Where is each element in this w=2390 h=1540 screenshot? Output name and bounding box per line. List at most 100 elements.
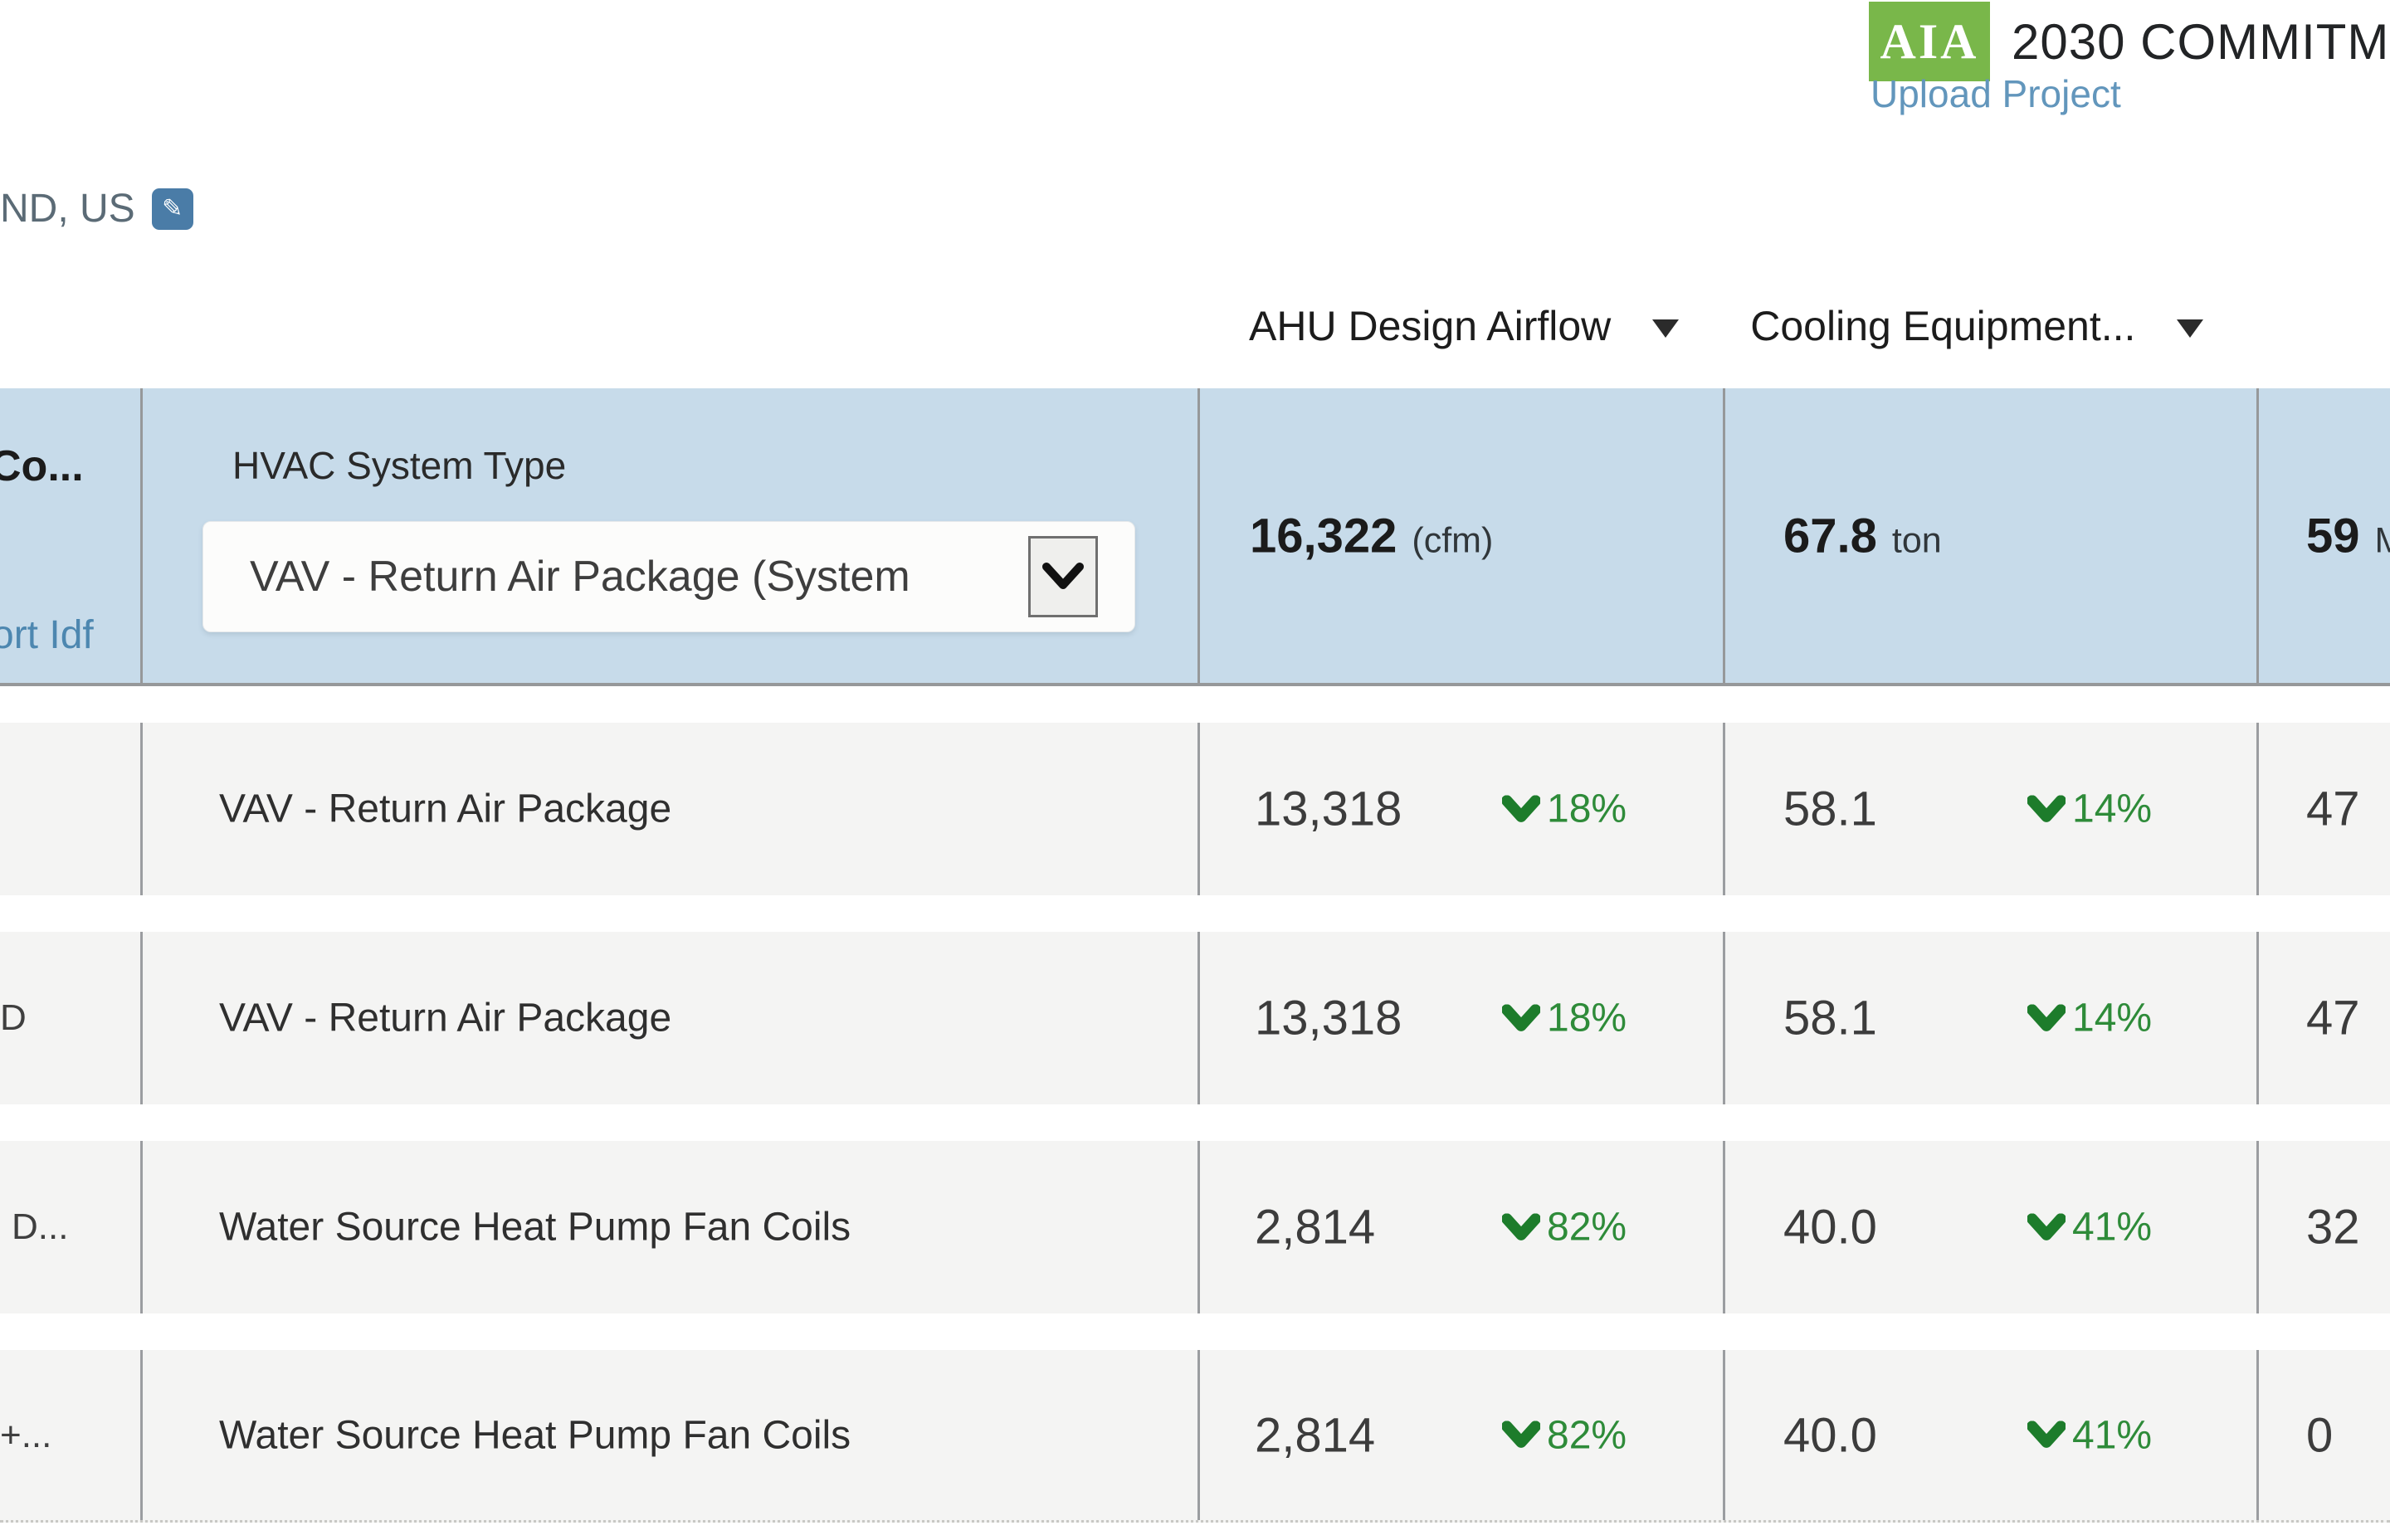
table-row[interactable]: +... Water Source Heat Pump Fan Coils 2,… [0, 1350, 2390, 1523]
heating-cell: 47 [2259, 932, 2390, 1104]
metric-dropdown-airflow[interactable]: AHU Design Airflow [1249, 302, 1680, 350]
row-label: D [0, 997, 27, 1038]
cooling-unit: ton [1891, 520, 1942, 560]
airflow-cell: 2,814 82% [1200, 1141, 1725, 1313]
airflow-value: 2,814 [1255, 1200, 1376, 1255]
system-type-cell: VAV - Return Air Package [143, 932, 1200, 1104]
delta-down-icon [2027, 1421, 2066, 1448]
brand-header: AIA 2030 COMMITMENT [1869, 2, 2390, 81]
edit-pencil-icon[interactable]: ✎ [151, 188, 193, 230]
delta-down-icon [1502, 1421, 1540, 1448]
cooling-value: 40.0 [1783, 1408, 1877, 1462]
upload-project-link[interactable]: Upload Project [1871, 72, 2121, 115]
airflow-delta: 82% [1502, 1412, 1627, 1458]
airflow-cell: 13,318 18% [1200, 932, 1725, 1104]
cooling-delta: 41% [2027, 1205, 2152, 1250]
selected-option-text: VAV - Return Air Package (System [250, 553, 910, 601]
cooling-value: 40.0 [1783, 1200, 1877, 1255]
cooling-delta: 41% [2027, 1412, 2152, 1458]
chevron-down-icon [2177, 319, 2204, 338]
system-type-name: VAV - Return Air Package [219, 787, 672, 831]
cooling-cell: 58.1 14% [1725, 723, 2259, 895]
heating-cell: 32 [2259, 1141, 2390, 1313]
column-title: Co... [0, 442, 84, 490]
row-label: +... [0, 1414, 52, 1455]
header-cell-cooling: 67.8 ton [1725, 388, 2259, 683]
airflow-value: 2,814 [1255, 1408, 1376, 1462]
cooling-value: 58.1 [1783, 782, 1877, 836]
chevron-down-icon [1042, 563, 1084, 589]
airflow-cell: 13,318 18% [1200, 723, 1725, 895]
system-type-name: Water Source Heat Pump Fan Coils [219, 1413, 851, 1457]
header-cell-airflow: 16,322 (cfm) [1200, 388, 1725, 683]
baseline-airflow-value: 16,322 [1250, 509, 1397, 563]
heating-value: 47 [2306, 782, 2360, 836]
cooling-delta: 14% [2027, 787, 2152, 832]
airflow-cell: 2,814 82% [1200, 1350, 1725, 1520]
delta-down-icon [1502, 1004, 1540, 1031]
delta-down-icon [1502, 795, 1540, 822]
table-row[interactable]: D... Water Source Heat Pump Fan Coils 2,… [0, 1141, 2390, 1313]
delta-percent: 18% [1547, 996, 1627, 1040]
row-label-cell: D [0, 932, 143, 1104]
table-header-row: Co... ort Idf HVAC System Type VAV - Ret… [0, 388, 2390, 686]
delta-percent: 18% [1547, 787, 1627, 831]
page-title: 2030 COMMITMENT [2012, 13, 2390, 70]
delta-percent: 14% [2072, 787, 2153, 831]
baseline-cooling-value: 67.8 [1783, 509, 1877, 563]
import-idf-link[interactable]: ort Idf [0, 613, 94, 657]
delta-percent: 41% [2072, 1205, 2153, 1250]
system-type-name: VAV - Return Air Package [219, 996, 672, 1040]
delta-percent: 41% [2072, 1413, 2153, 1457]
metric-dropdown-label: AHU Design Airflow [1249, 303, 1612, 349]
row-label-cell: +... [0, 1350, 143, 1520]
cooling-delta: 14% [2027, 996, 2152, 1041]
baseline-heating-value: 59 [2306, 509, 2360, 563]
header-cell-company: Co... ort Idf [0, 388, 143, 683]
cooling-cell: 40.0 41% [1725, 1141, 2259, 1313]
delta-down-icon [1502, 1213, 1540, 1240]
table-row[interactable]: D VAV - Return Air Package 13,318 18% 58… [0, 932, 2390, 1104]
heating-value: 0 [2306, 1408, 2334, 1462]
row-label: D... [12, 1206, 69, 1247]
airflow-delta: 82% [1502, 1205, 1627, 1250]
airflow-delta: 18% [1502, 787, 1627, 832]
delta-percent: 82% [1547, 1413, 1627, 1457]
heating-value: 47 [2306, 991, 2360, 1045]
chevron-down-icon [1652, 319, 1680, 338]
hvac-system-type-select[interactable]: VAV - Return Air Package (System [202, 521, 1135, 632]
delta-percent: 82% [1547, 1205, 1627, 1250]
delta-percent: 14% [2072, 996, 2153, 1040]
metric-dropdown-cooling[interactable]: Cooling Equipment... [1750, 302, 2204, 350]
heating-cell: 47 [2259, 723, 2390, 895]
metric-filters: AHU Design Airflow Cooling Equipment... [1249, 292, 2204, 360]
cooling-cell: 40.0 41% [1725, 1350, 2259, 1520]
header-cell-hvac-system-type: HVAC System Type VAV - Return Air Packag… [143, 388, 1200, 683]
delta-down-icon [2027, 795, 2066, 822]
cooling-cell: 58.1 14% [1725, 932, 2259, 1104]
heating-value: 32 [2306, 1200, 2360, 1255]
delta-down-icon [2027, 1213, 2066, 1240]
metric-dropdown-label: Cooling Equipment... [1750, 303, 2136, 349]
header-cell-heating: 59 MBH [2259, 388, 2390, 683]
system-type-name: Water Source Heat Pump Fan Coils [219, 1205, 851, 1250]
heating-cell: 0 [2259, 1350, 2390, 1520]
cooling-value: 58.1 [1783, 991, 1877, 1045]
project-location: ND, US ✎ [0, 186, 193, 231]
airflow-value: 13,318 [1255, 782, 1402, 836]
system-type-cell: VAV - Return Air Package [143, 723, 1200, 895]
select-chevron-button[interactable] [1028, 536, 1098, 617]
table-row[interactable]: VAV - Return Air Package 13,318 18% 58.1… [0, 723, 2390, 895]
delta-down-icon [2027, 1004, 2066, 1031]
location-text: ND, US [0, 187, 135, 231]
heating-unit: MBH [2374, 520, 2390, 560]
airflow-delta: 18% [1502, 996, 1627, 1041]
system-type-cell: Water Source Heat Pump Fan Coils [143, 1350, 1200, 1520]
system-type-cell: Water Source Heat Pump Fan Coils [143, 1141, 1200, 1313]
airflow-unit: (cfm) [1412, 520, 1494, 560]
row-label-cell [0, 723, 143, 895]
row-label-cell: D... [0, 1141, 143, 1313]
aia-logo-icon: AIA [1869, 2, 1990, 81]
column-title: HVAC System Type [232, 444, 567, 487]
airflow-value: 13,318 [1255, 991, 1402, 1045]
